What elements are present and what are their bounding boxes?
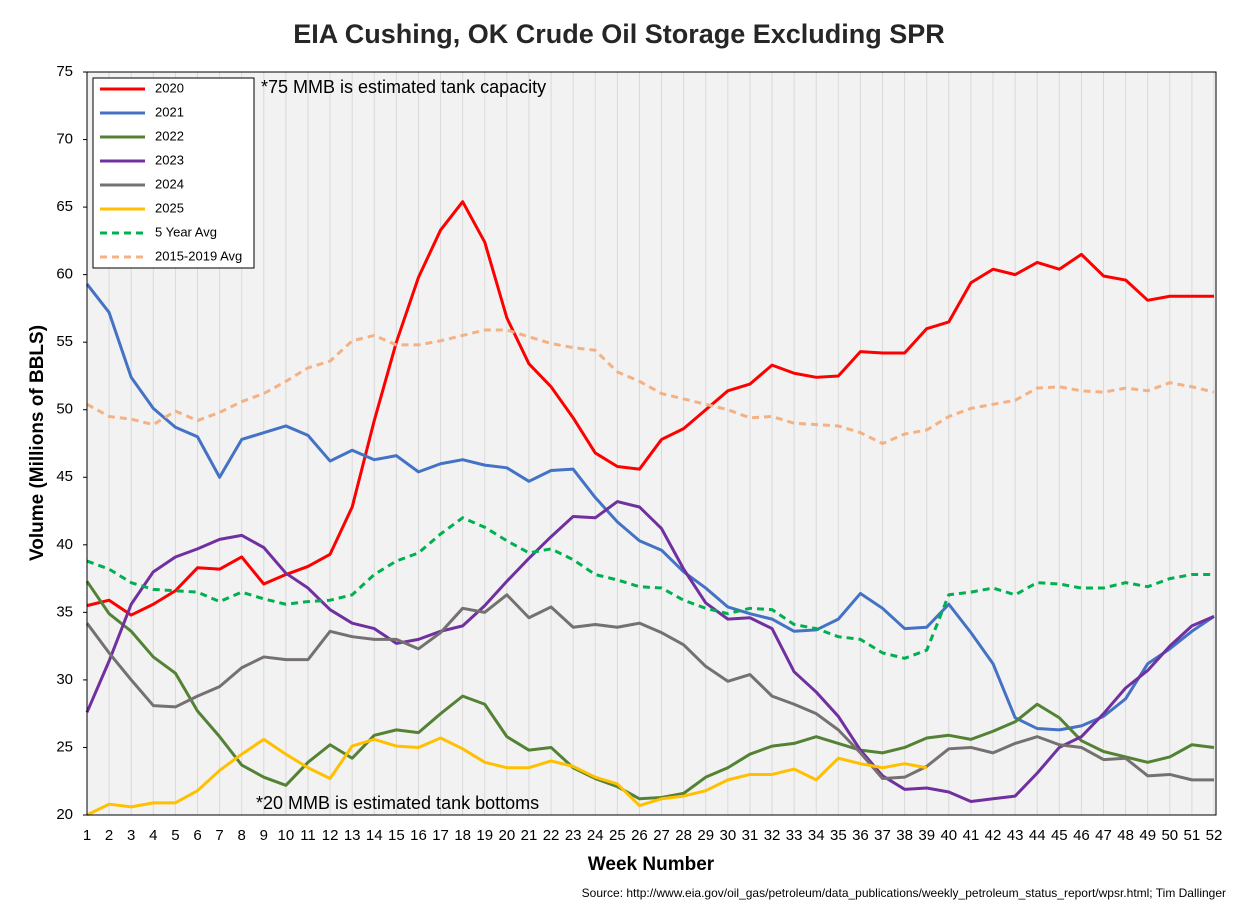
y-axis-label: Volume (Millions of BBLS) — [27, 325, 48, 561]
y-tick-label: 65 — [56, 198, 73, 215]
legend-label: 2020 — [155, 80, 184, 95]
y-tick-label: 35 — [56, 603, 73, 620]
x-tick-label: 42 — [985, 827, 1002, 844]
x-tick-label: 4 — [149, 827, 157, 844]
x-tick-label: 18 — [454, 827, 471, 844]
x-tick-label: 13 — [344, 827, 361, 844]
legend-label: 2023 — [155, 152, 184, 167]
x-tick-label: 40 — [940, 827, 957, 844]
x-tick-label: 2 — [105, 827, 113, 844]
x-tick-label: 38 — [896, 827, 913, 844]
x-tick-label: 29 — [697, 827, 714, 844]
x-tick-label: 43 — [1007, 827, 1024, 844]
x-tick-label: 25 — [609, 827, 626, 844]
x-tick-label: 45 — [1051, 827, 1068, 844]
series-line — [85, 283, 1215, 732]
x-tick-label: 34 — [808, 827, 825, 844]
x-tick-label: 7 — [215, 827, 223, 844]
x-tick-label: 19 — [476, 827, 493, 844]
x-tick-label: 39 — [918, 827, 935, 844]
x-tick-label: 28 — [675, 827, 692, 844]
legend-label: 2015-2019 Avg — [155, 248, 242, 263]
x-tick-label: 41 — [963, 827, 980, 844]
y-tick-label: 30 — [56, 671, 73, 688]
x-tick-label: 22 — [543, 827, 560, 844]
y-tick-label: 55 — [56, 333, 73, 350]
x-tick-label: 37 — [874, 827, 891, 844]
y-tick-label: 20 — [56, 806, 73, 823]
x-tick-label: 52 — [1206, 827, 1223, 844]
legend-label: 2021 — [155, 104, 184, 119]
x-tick-label: 32 — [764, 827, 781, 844]
x-tick-label: 46 — [1073, 827, 1090, 844]
x-tick-label: 15 — [388, 827, 405, 844]
x-axis-label: Week Number — [588, 854, 715, 875]
x-tick-label: 23 — [565, 827, 582, 844]
y-tick-label: 75 — [56, 63, 73, 80]
x-tick-label: 10 — [278, 827, 295, 844]
y-tick-label: 60 — [56, 266, 73, 283]
x-tick-label: 5 — [171, 827, 179, 844]
legend-label: 2024 — [155, 176, 184, 191]
plot-border — [86, 71, 1217, 816]
x-tick-label: 9 — [260, 827, 268, 844]
legend-box — [92, 77, 255, 269]
x-tick-label: 35 — [830, 827, 847, 844]
x-tick-label: 11 — [300, 827, 316, 844]
x-tick-label: 14 — [366, 827, 383, 844]
x-tick-label: 47 — [1095, 827, 1112, 844]
x-tick-label: 30 — [719, 827, 736, 844]
series-line — [85, 593, 1214, 782]
x-tick-label: 49 — [1139, 827, 1156, 844]
series-line — [85, 500, 1215, 803]
legend-label: 2022 — [155, 128, 184, 143]
plot-area — [87, 72, 1216, 815]
x-tick-label: 50 — [1161, 827, 1178, 844]
x-tick-label: 8 — [238, 827, 246, 844]
legend-label: 2025 — [155, 200, 184, 215]
x-tick-label: 51 — [1184, 827, 1201, 844]
x-tick-label: 31 — [742, 827, 759, 844]
series-line — [86, 328, 1215, 445]
legend-label: 5 Year Avg — [155, 224, 217, 239]
x-tick-label: 36 — [852, 827, 869, 844]
y-tick-label: 40 — [56, 536, 73, 553]
chart-title: EIA Cushing, OK Crude Oil Storage Exclud… — [293, 19, 945, 49]
y-tick-label: 50 — [56, 401, 73, 418]
x-tick-label: 48 — [1117, 827, 1134, 844]
y-tick-label: 25 — [56, 738, 73, 755]
x-tick-label: 27 — [653, 827, 670, 844]
x-tick-label: 6 — [193, 827, 201, 844]
x-tick-label: 17 — [432, 827, 449, 844]
annotation: *75 MMB is estimated tank capacity — [261, 77, 546, 97]
legend: 2020 2021 2022 2023 2024 2025 5 Year Avg 2015-2… — [92, 77, 255, 269]
y-tick-label: 70 — [56, 131, 73, 148]
x-tick-label: 20 — [499, 827, 516, 844]
x-tick-label: 3 — [127, 827, 135, 844]
x-tick-label: 24 — [587, 827, 604, 844]
series-line — [85, 580, 1215, 801]
x-tick-label: 44 — [1029, 827, 1046, 844]
lines — [85, 200, 1215, 817]
series-line — [86, 200, 1214, 617]
series-line — [86, 736, 928, 817]
x-tick-label: 1 — [83, 827, 91, 844]
source-note: Source: http://www.eia.gov/oil_gas/petro… — [582, 886, 1226, 900]
x-tick-label: 33 — [786, 827, 803, 844]
annotation: *20 MMB is estimated tank bottoms — [256, 793, 539, 813]
x-tick-label: 26 — [631, 827, 648, 844]
x-tick-label: 12 — [322, 827, 339, 844]
y-tick-label: 45 — [56, 468, 73, 485]
x-tick-label: 16 — [410, 827, 427, 844]
x-tick-label: 21 — [521, 827, 538, 844]
axes: 1 2 3 4 5 6 7 8 9 10 11 12 13 14 15 16 17 18 19 20 21 22 23 24 2… — [56, 63, 1222, 844]
